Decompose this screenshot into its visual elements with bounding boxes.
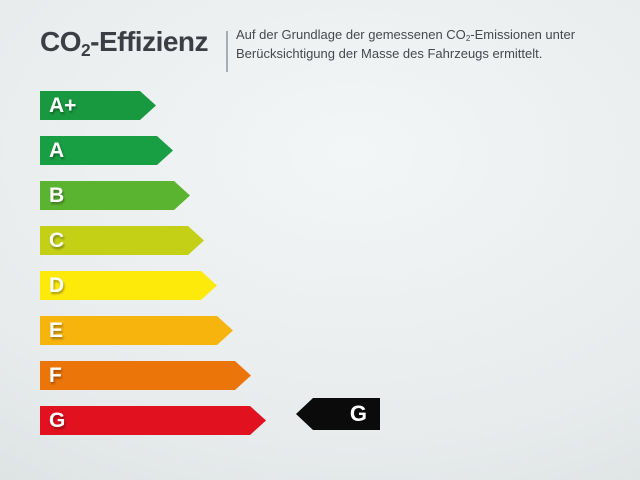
rating-marker: G: [296, 398, 380, 430]
band-row-a-plus: A+: [40, 91, 266, 120]
band-arrow-g: G: [40, 406, 266, 435]
page-title: CO2-Effizienz: [40, 26, 209, 60]
band-arrow-d: D: [40, 271, 217, 300]
band-letter-b: B: [49, 183, 65, 207]
efficiency-scale: A+ A B C D E F G: [40, 91, 266, 451]
band-arrow-a: A: [40, 136, 173, 165]
band-row-f: F: [40, 361, 266, 390]
title-suffix: -Effizienz: [90, 26, 209, 57]
subtitle: Auf der Grundlage der gemessenen CO2-Emi…: [236, 25, 575, 63]
band-letter-a-plus: A+: [49, 93, 77, 117]
band-letter-e: E: [49, 318, 64, 342]
subtitle-line1-post: -Emissionen unter: [470, 27, 576, 42]
rating-letter: G: [349, 401, 367, 426]
band-row-a: A: [40, 136, 266, 165]
subtitle-line1-pre: Auf der Grundlage der gemessenen CO: [236, 27, 466, 42]
band-letter-a: A: [49, 138, 65, 162]
band-arrow-e: E: [40, 316, 233, 345]
band-arrow-a-plus: A+: [40, 91, 156, 120]
subtitle-line2: Berücksichtigung der Masse des Fahrzeugs…: [236, 46, 543, 61]
band-row-g: G: [40, 406, 266, 435]
band-arrow-f: F: [40, 361, 251, 390]
band-letter-f: F: [49, 363, 62, 387]
band-letter-g: G: [49, 408, 66, 432]
band-letter-d: D: [49, 273, 65, 297]
band-arrow-b: B: [40, 181, 190, 210]
title-subscript: 2: [81, 39, 91, 60]
band-letter-c: C: [49, 228, 65, 252]
band-row-b: B: [40, 181, 266, 210]
band-arrow-c: C: [40, 226, 204, 255]
subtitle-line1-subscript: 2: [465, 34, 471, 44]
band-row-c: C: [40, 226, 266, 255]
title-co: CO: [40, 26, 82, 57]
band-row-d: D: [40, 271, 266, 300]
band-row-e: E: [40, 316, 266, 345]
header-divider: [226, 31, 228, 72]
